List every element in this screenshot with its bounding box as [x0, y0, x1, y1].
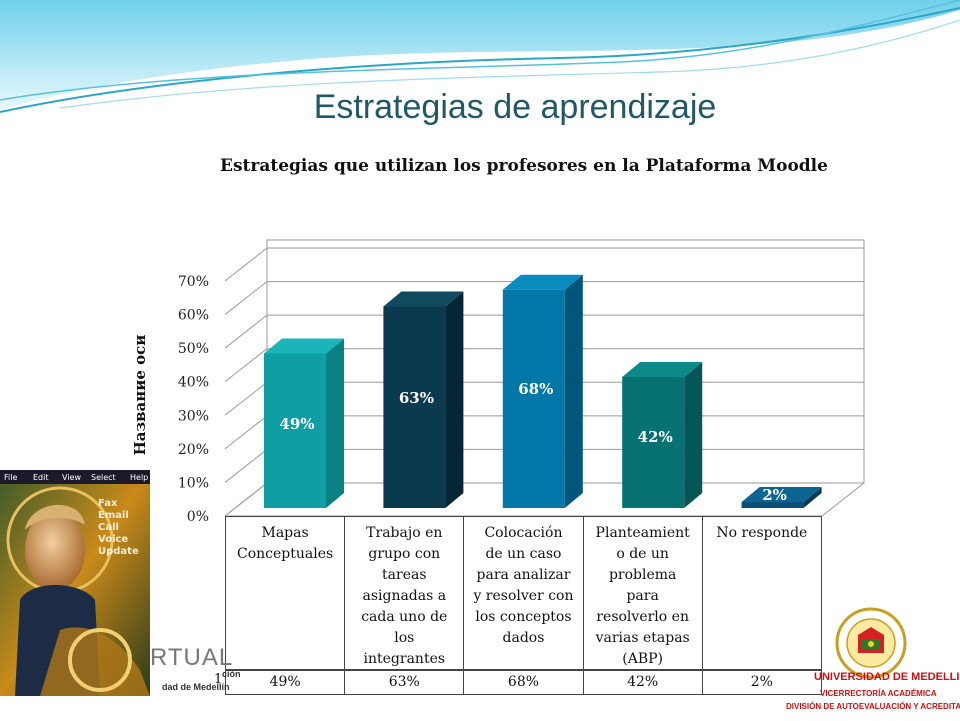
bars — [264, 274, 822, 508]
category-label-line: resolverlo en — [596, 609, 689, 625]
category-label-line: dados — [502, 630, 545, 646]
art-menu-item: File — [4, 473, 17, 482]
bar-top — [502, 274, 583, 290]
y-tick-label: 10% — [178, 475, 209, 491]
category-label-line: Conceptuales — [237, 546, 334, 562]
vicerrectoria-label: VICERRECTORÍA ACADÉMICA — [820, 689, 937, 698]
bar-data-label: 2% — [762, 486, 787, 504]
data-table-row-label: 1 — [214, 672, 223, 687]
virtual-logo-sub1: ción — [222, 669, 241, 679]
university-name: UNIVERSIDAD DE MEDELLIN — [814, 671, 960, 683]
slide-title: Estrategias de aprendizaje — [313, 88, 717, 126]
gridline — [224, 281, 864, 315]
bar-front — [622, 377, 685, 508]
category-label-line: tareas — [382, 567, 427, 583]
chart-title: Estrategias que utilizan los profesores … — [220, 156, 828, 176]
art-side-item: Fax — [98, 498, 118, 509]
y-tick-label: 60% — [178, 308, 209, 324]
value-cell: 2% — [701, 669, 823, 695]
bar-front — [264, 353, 326, 508]
category-label-line: los — [394, 630, 415, 646]
side-artwork: File Edit View Select Help FaxEmailCallVoice… — [0, 470, 150, 696]
bar-side — [684, 362, 703, 508]
values-table: 49% 63% 68% 42% 2% — [224, 669, 823, 695]
bar-front — [741, 502, 804, 508]
university-logo: UNIVERSIDAD DE MEDELLIN VICERRECTORÍA AC… — [784, 605, 960, 717]
category-label-line: Colocación — [484, 525, 563, 541]
bar-side — [326, 338, 344, 508]
category-label: Mapas Conceptuales — [224, 516, 346, 671]
bar-data-label: 42% — [638, 428, 673, 446]
bar-top — [741, 487, 822, 502]
category-label-line: y resolver con — [473, 588, 574, 604]
bar-data-label: 63% — [399, 389, 434, 407]
y-tick-label: 30% — [178, 408, 209, 424]
header-waves — [0, 0, 960, 113]
category-label-line: grupo con — [368, 546, 441, 562]
bar-front — [502, 289, 565, 508]
virtual-logo-text: RTUAL — [150, 644, 234, 671]
bar-data-label: 68% — [518, 380, 553, 398]
category-label-line: para analizar — [476, 567, 571, 583]
gridline — [224, 348, 864, 383]
category-label-line: Mapas — [261, 525, 309, 541]
art-menu: File Edit View Select Help — [4, 473, 148, 482]
y-axis-ticks: 0% 10% 20% 30% 40% 50% 60% 70% — [178, 274, 209, 525]
category-label: Colocación de un caso para analizar y resol… — [463, 516, 584, 671]
value-cell: 49% — [224, 669, 346, 695]
y-tick-label: 70% — [178, 274, 209, 290]
category-row: Mapas Conceptuales Trabajo en grupo con tare… — [224, 516, 823, 671]
bar-side — [445, 291, 464, 508]
value-cell: 63% — [344, 669, 465, 695]
bar-side — [803, 487, 822, 508]
bar-data-label: 49% — [279, 415, 314, 433]
art-side-item: Call — [98, 522, 119, 533]
y-tick-label: 0% — [187, 509, 209, 525]
category-label-line: varias etapas — [595, 630, 690, 646]
category-label-line: los conceptos — [475, 609, 572, 625]
university-seal-icon — [835, 607, 907, 679]
gridline — [224, 247, 864, 282]
division-label: DIVISIÓN DE AUTOEVALUACIÓN Y ACREDITACIÓ… — [786, 702, 960, 711]
category-label-line: No responde — [716, 525, 808, 541]
gridline — [224, 314, 864, 349]
category-label-line: o de un — [616, 546, 669, 562]
category-label-line: problema — [608, 567, 677, 583]
art-menu-item: View — [62, 473, 81, 482]
art-side-item: Email — [98, 510, 129, 521]
y-tick-label: 40% — [178, 375, 209, 391]
bar-top — [383, 291, 464, 307]
category-label: Trabajo en grupo con tareas asignadas a cada… — [344, 516, 465, 671]
category-label-line: para — [626, 588, 659, 604]
category-label-line: Planteamient — [595, 525, 690, 541]
category-label-line: cada uno de — [361, 609, 448, 625]
art-menu-item: Edit — [33, 473, 49, 482]
category-label: Planteamient o de un problema para resolverl… — [582, 516, 703, 671]
y-tick-label: 20% — [178, 442, 209, 458]
values-row: 49% 63% 68% 42% 2% — [224, 669, 823, 695]
category-label-line: integrantes — [363, 651, 446, 667]
data-labels: 49% 63% 68% 42% 2% — [279, 380, 787, 504]
y-tick-label: 50% — [178, 341, 209, 357]
art-side-item: Voice — [98, 534, 128, 545]
value-cell: 68% — [463, 669, 584, 695]
category-table: Mapas Conceptuales Trabajo en grupo con tare… — [224, 516, 823, 671]
virtual-logo-sub2: dad de Medellín — [162, 682, 230, 692]
y-axis-title: Название оси — [131, 335, 149, 456]
category-label-line: (ABP) — [622, 651, 664, 667]
value-cell: 42% — [582, 669, 703, 695]
category-label: No responde — [701, 516, 823, 671]
art-side-item: Update — [98, 546, 139, 557]
bar-top — [264, 338, 344, 354]
bar-front — [383, 306, 446, 508]
art-menu-item: Select — [91, 473, 116, 482]
bar-top — [622, 362, 703, 377]
category-label-line: asignadas a — [362, 588, 447, 604]
category-label-line: de un caso — [485, 546, 562, 562]
category-label-line: Trabajo en — [366, 525, 443, 541]
art-menu-item: Help — [130, 473, 148, 482]
bar-side — [564, 274, 583, 508]
